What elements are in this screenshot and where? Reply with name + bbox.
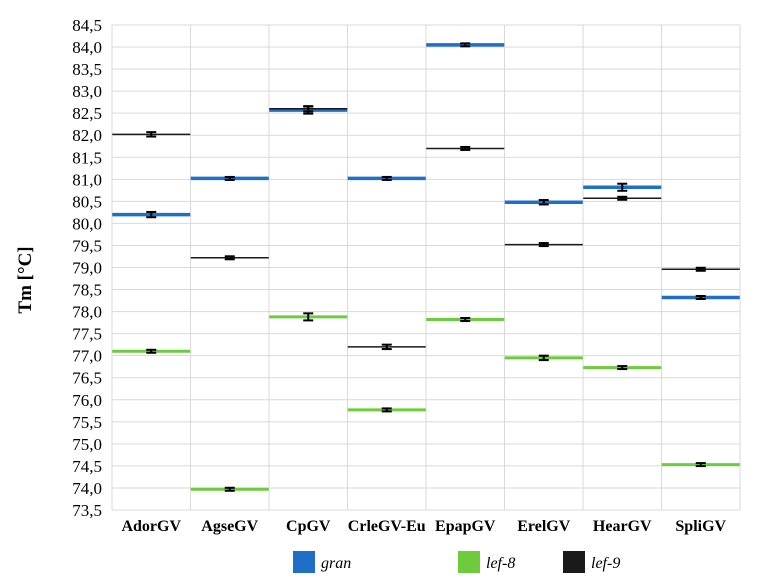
y-tick-label: 77,5 xyxy=(72,325,102,344)
legend-item-gran: gran xyxy=(293,551,351,573)
error-bar xyxy=(224,255,235,261)
error-bar xyxy=(146,131,157,138)
y-tick-label: 76,0 xyxy=(72,391,102,410)
y-tick-label: 80,0 xyxy=(72,214,102,233)
x-tick-label: CrleGV-Eu xyxy=(348,518,426,535)
error-bar xyxy=(695,462,706,468)
legend-item-lef-9: lef-9 xyxy=(563,551,620,573)
plot-area xyxy=(112,42,740,492)
error-bar xyxy=(538,354,549,362)
y-tick-label: 83,5 xyxy=(72,60,102,79)
error-bar xyxy=(695,266,706,272)
series-lef-9 xyxy=(112,105,740,351)
y-tick-label: 82,0 xyxy=(72,126,102,145)
y-tick-label: 78,5 xyxy=(72,281,102,300)
error-bar xyxy=(460,317,471,323)
y-tick-label: 76,5 xyxy=(72,369,102,388)
y-tick-label: 79,5 xyxy=(72,236,102,255)
error-bar xyxy=(146,210,157,219)
y-tick-label: 81,0 xyxy=(72,170,102,189)
error-bar xyxy=(146,348,157,354)
y-tick-label: 74,0 xyxy=(72,479,102,498)
error-bar xyxy=(695,294,706,300)
grid xyxy=(111,24,741,511)
error-bar xyxy=(460,145,471,151)
error-bar xyxy=(224,175,235,181)
y-tick-label: 81,5 xyxy=(72,148,102,167)
error-bar xyxy=(381,175,392,181)
y-tick-label: 78,0 xyxy=(72,303,102,322)
error-bar xyxy=(538,199,549,206)
error-bar xyxy=(381,407,392,413)
error-bar xyxy=(538,242,549,248)
x-tick-label: EpapGV xyxy=(435,518,496,535)
y-tick-label: 73,5 xyxy=(72,501,102,520)
legend-label: gran xyxy=(321,555,351,572)
series-lef-8 xyxy=(112,312,740,492)
x-tick-label: AgseGV xyxy=(201,518,258,535)
y-tick-label: 75,5 xyxy=(72,413,102,432)
y-tick-label: 84,5 xyxy=(72,16,102,35)
error-bar xyxy=(617,195,628,201)
x-tick-label: SpliGV xyxy=(675,518,726,535)
legend-swatch xyxy=(458,551,480,573)
y-axis: 84,5 84,0 83,5 83,0 82,5 82,0 81,5 81,0 80,5 80,0… xyxy=(72,16,102,520)
error-bar xyxy=(381,343,392,351)
legend-swatch xyxy=(293,551,315,573)
y-tick-label: 82,5 xyxy=(72,104,102,123)
error-bar xyxy=(617,365,628,371)
x-tick-label: AdorGV xyxy=(121,518,181,535)
y-axis-label: Tm [°C] xyxy=(15,246,36,313)
y-tick-label: 74,5 xyxy=(72,457,102,476)
legend-label: lef-9 xyxy=(591,555,620,572)
y-tick-label: 80,5 xyxy=(72,192,102,211)
x-tick-label: ErelGV xyxy=(517,518,570,535)
series-gran xyxy=(112,42,740,300)
y-tick-label: 83,0 xyxy=(72,82,102,101)
x-tick-label: HearGV xyxy=(593,518,652,535)
legend-item-lef-8: lef-8 xyxy=(458,551,515,573)
y-tick-label: 84,0 xyxy=(72,38,102,57)
legend: gran lef-8 lef-9 xyxy=(293,551,620,573)
error-bar xyxy=(460,42,471,48)
y-tick-label: 77,0 xyxy=(72,347,102,366)
legend-label: lef-8 xyxy=(486,555,515,572)
y-tick-label: 79,0 xyxy=(72,259,102,278)
error-bar xyxy=(617,182,628,192)
legend-swatch xyxy=(563,551,585,573)
x-tick-label: CpGV xyxy=(286,518,331,535)
x-axis: AdorGV AgseGV CpGV CrleGV-Eu EpapGV ErelGV Hea… xyxy=(121,518,726,535)
error-bar xyxy=(224,486,235,492)
y-tick-label: 75,0 xyxy=(72,435,102,454)
error-bar xyxy=(303,312,314,322)
error-bar xyxy=(303,105,314,113)
